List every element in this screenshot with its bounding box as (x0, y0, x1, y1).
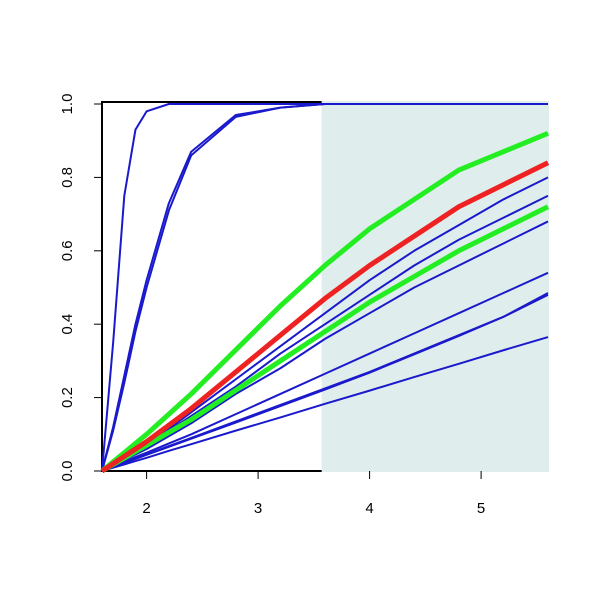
y-tick-label: 0.8 (59, 167, 76, 188)
x-tick-label: 2 (142, 500, 150, 517)
y-tick-label: 0.2 (59, 387, 76, 408)
y-tick-label: 0.6 (59, 240, 76, 261)
series-line (101, 103, 548, 472)
series-line (100, 160, 550, 474)
series-line (101, 336, 549, 472)
y-tick-label: 1.0 (59, 94, 76, 115)
x-tick-label: 4 (365, 500, 373, 517)
shaded-region (321, 101, 549, 472)
x-tick-label: 3 (254, 500, 262, 517)
y-tick-label: 0.0 (59, 461, 76, 482)
x-tick-label: 5 (477, 500, 485, 517)
series-line (101, 292, 549, 472)
series-line (100, 131, 549, 473)
y-tick-label: 0.4 (59, 314, 76, 335)
